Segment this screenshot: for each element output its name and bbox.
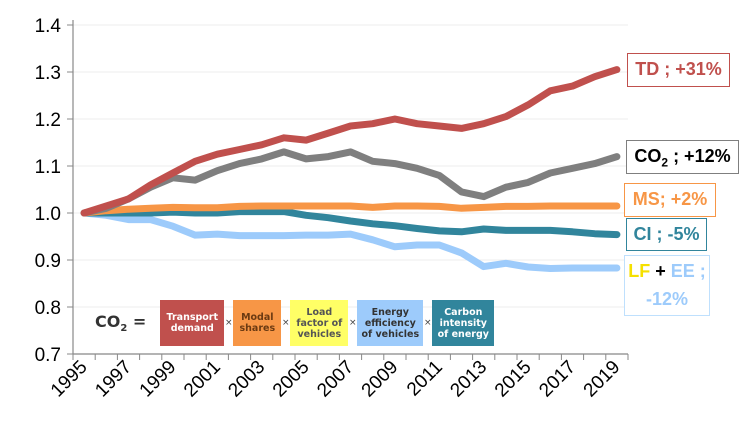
x-tick-label: 2011 xyxy=(403,357,447,401)
formula-co: CO xyxy=(95,311,121,331)
x-tick-label: 2005 xyxy=(269,357,314,402)
times-sign: × xyxy=(225,318,233,328)
x-tick-label: 2003 xyxy=(224,357,269,402)
factor-load-factor: Load factor of vehicles xyxy=(290,300,349,346)
x-tick-label: 2013 xyxy=(446,357,491,402)
y-tick-label: 0.7 xyxy=(35,345,61,366)
series-line-td xyxy=(80,66,621,217)
factor-modal-shares: Modal shares xyxy=(233,300,282,346)
times-sign: × xyxy=(424,318,432,328)
x-tick-label: 1997 xyxy=(91,357,136,402)
x-tick-label: 2019 xyxy=(580,357,625,402)
x-tick-label: 1999 xyxy=(136,357,181,402)
series-label-ms: MS; +2% xyxy=(624,183,716,217)
lf-ee-pct-label: -12% xyxy=(645,289,689,309)
times-sign: × xyxy=(349,318,357,328)
y-tick-label: 1.4 xyxy=(35,16,62,37)
series-line-ms xyxy=(80,202,621,217)
x-tick-label: 2001 xyxy=(180,357,225,402)
y-tick-label: 1.3 xyxy=(35,63,61,84)
series-label-ci: CI ; -5% xyxy=(626,218,707,251)
y-tick-label: 1.1 xyxy=(35,157,61,178)
formula-sub: 2 xyxy=(120,323,128,335)
co2-label-sub: 2 xyxy=(661,155,669,170)
formula-eq: = xyxy=(127,311,147,331)
co2-label-rest: ; +12% xyxy=(668,146,731,166)
x-tick-label: 2015 xyxy=(491,357,536,402)
formula-lhs: CO2 = xyxy=(95,312,146,334)
x-tick-label: 2017 xyxy=(535,357,580,402)
y-tick-label: 1.0 xyxy=(35,204,61,225)
lf-label: LF xyxy=(628,261,651,281)
times-sign: × xyxy=(282,318,290,328)
series-label-lf-ee: LF + EE ; -12% xyxy=(624,255,710,316)
factor-transport-demand: Transport demand xyxy=(160,300,225,346)
factor-carbon-intensity: Carbon intensity of energy xyxy=(432,300,495,346)
series-line-co2 xyxy=(80,148,621,217)
y-tick-label: 1.2 xyxy=(35,110,61,131)
co2-label-main: CO xyxy=(634,146,662,166)
series-line-lf-ee xyxy=(80,209,621,272)
y-tick-label: 0.8 xyxy=(35,298,61,319)
plus-label: + xyxy=(650,261,671,281)
x-tick-label: 2009 xyxy=(358,357,403,402)
decomposition-formula: CO2 = Transport demand × Modal shares × … xyxy=(95,298,495,348)
x-tick-label: 2007 xyxy=(313,357,358,402)
y-tick-label: 0.9 xyxy=(35,251,61,272)
series-label-td: TD ; +31% xyxy=(627,53,730,87)
series-line-ci xyxy=(80,208,621,239)
ee-label: EE ; xyxy=(670,261,706,281)
series-label-co2: CO2 ; +12% xyxy=(626,140,739,174)
factor-energy-efficiency: Energy efficiency of vehicles xyxy=(357,300,424,346)
